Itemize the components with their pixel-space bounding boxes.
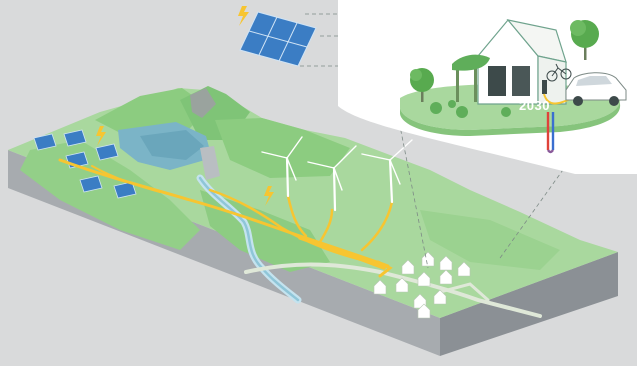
solar-panel-icon bbox=[239, 11, 317, 67]
lightning-icon bbox=[238, 6, 249, 26]
village bbox=[373, 251, 471, 319]
terrain-block bbox=[8, 86, 618, 356]
inset-panel: 2030 bbox=[338, 0, 637, 174]
valley-patch-left bbox=[20, 140, 200, 250]
house-icon bbox=[417, 271, 431, 287]
house-icon bbox=[413, 293, 427, 309]
solar-panel-icon bbox=[79, 175, 103, 193]
house-icon bbox=[421, 251, 435, 267]
mountain-ridge-right bbox=[215, 118, 350, 178]
village-road bbox=[438, 282, 490, 302]
wind-turbine-icon bbox=[361, 139, 413, 204]
river-shade bbox=[198, 176, 300, 302]
lightning-icon bbox=[96, 126, 106, 146]
solar-panel-icon bbox=[33, 133, 57, 151]
tree-icon bbox=[570, 20, 599, 60]
house-icon bbox=[439, 269, 453, 285]
wind-turbines bbox=[261, 136, 413, 212]
shrubs bbox=[430, 100, 511, 118]
energy-flow-wind-3 bbox=[360, 200, 394, 252]
lightning-icon bbox=[264, 186, 274, 206]
solar-panel-icon bbox=[113, 181, 137, 199]
house-icon bbox=[477, 19, 567, 105]
terrain-right-side bbox=[440, 252, 618, 356]
dam bbox=[200, 146, 220, 180]
rock-face bbox=[190, 88, 216, 118]
energy-flow-wind-1 bbox=[286, 194, 308, 238]
year-label: 2030 bbox=[519, 98, 550, 113]
energy-flow-wind-2 bbox=[318, 208, 334, 244]
house-icon bbox=[433, 289, 447, 305]
bicycle-icon bbox=[546, 63, 572, 82]
inset-ground-edge bbox=[400, 98, 621, 136]
energy-flow-solar-branch bbox=[91, 165, 161, 193]
road bbox=[244, 262, 542, 318]
tree-icon bbox=[410, 68, 434, 102]
house-icon bbox=[417, 303, 431, 319]
house-icon bbox=[395, 277, 409, 293]
energy-flow-main bbox=[298, 236, 386, 270]
wind-turbine-icon bbox=[307, 145, 357, 212]
solar-panel-icon bbox=[63, 129, 87, 147]
house-icon bbox=[457, 261, 471, 277]
energy-flow-arrow bbox=[376, 260, 393, 278]
house-icon bbox=[439, 255, 453, 271]
house-icon bbox=[401, 259, 415, 275]
pergola bbox=[452, 54, 490, 102]
house-icon bbox=[373, 279, 387, 295]
solar-panel-icon bbox=[95, 143, 119, 161]
valley-patch-right bbox=[420, 210, 560, 270]
wind-turbine-icon bbox=[261, 136, 303, 198]
heat-pipe-bottom bbox=[546, 149, 555, 154]
energy-flows bbox=[58, 158, 394, 278]
electric-car-icon bbox=[565, 72, 627, 106]
lake-shade bbox=[140, 130, 204, 160]
